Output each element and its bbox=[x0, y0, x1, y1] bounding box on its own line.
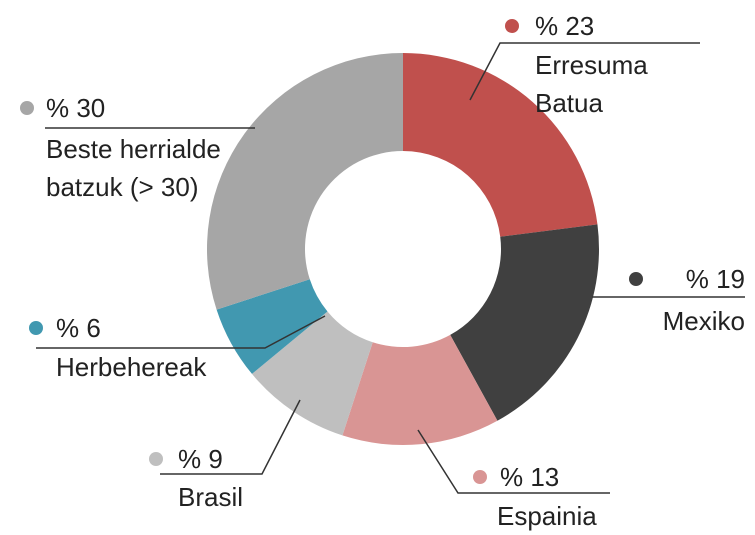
value-label: % 13 bbox=[500, 462, 560, 492]
slice bbox=[342, 334, 498, 445]
category-label: Beste herrialde batzuk (> 30) bbox=[46, 134, 221, 202]
leader-line bbox=[469, 42, 700, 101]
category-label: Erresuma Batua bbox=[535, 50, 648, 118]
category-label: Espainia bbox=[497, 501, 597, 531]
legend-dot bbox=[20, 101, 34, 115]
slice bbox=[450, 224, 599, 421]
value-label: % 6 bbox=[56, 313, 101, 343]
leader-line bbox=[36, 315, 326, 349]
legend-dot bbox=[629, 272, 643, 286]
slice bbox=[403, 53, 598, 237]
slice bbox=[216, 279, 328, 374]
leader-line bbox=[417, 429, 610, 494]
legend-dot bbox=[29, 321, 43, 335]
value-label: % 19 bbox=[685, 264, 745, 294]
slice bbox=[251, 311, 373, 436]
category-label: Mexiko bbox=[662, 306, 745, 336]
slice bbox=[206, 53, 403, 310]
value-label: % 30 bbox=[46, 93, 106, 123]
value-label: % 23 bbox=[535, 11, 595, 41]
category-label: Brasil bbox=[178, 482, 244, 512]
value-label: % 9 bbox=[178, 444, 223, 474]
legend-dot bbox=[505, 19, 519, 33]
legend-dot bbox=[149, 452, 163, 466]
leader-line bbox=[160, 399, 301, 475]
legend-dot bbox=[473, 470, 487, 484]
category-label: Herbehereak bbox=[56, 352, 207, 382]
